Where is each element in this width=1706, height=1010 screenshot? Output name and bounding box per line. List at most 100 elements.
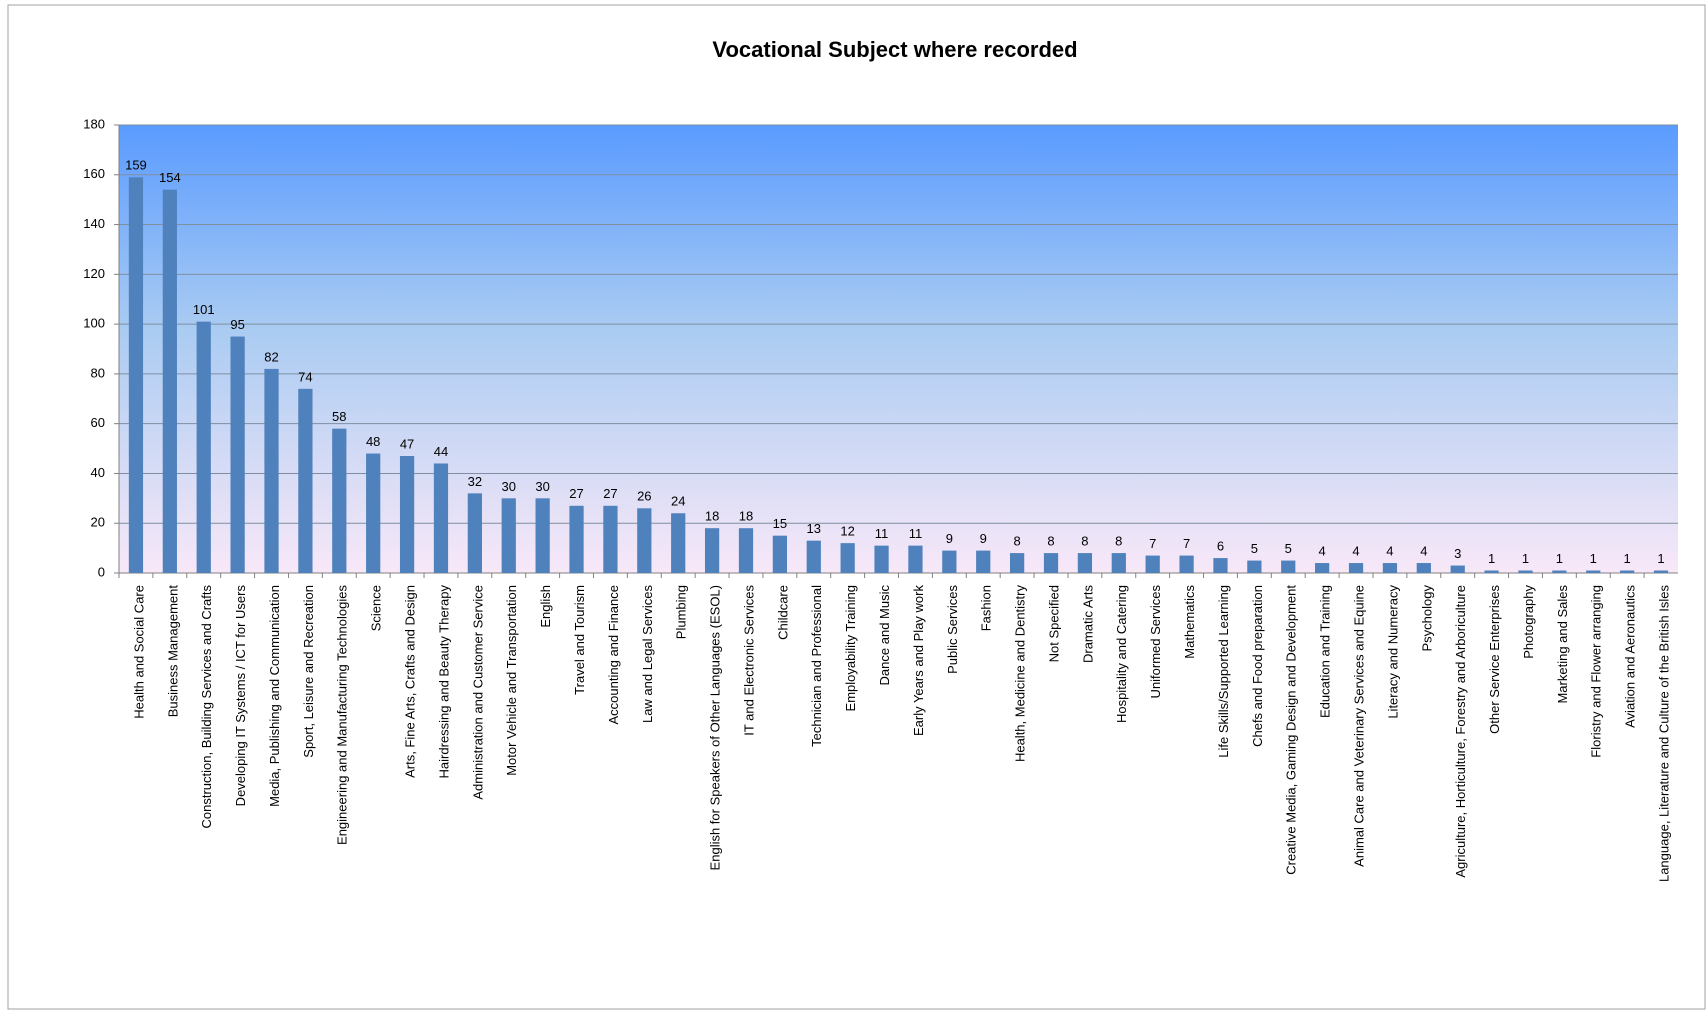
plot-area: [119, 125, 1678, 573]
bar: [942, 550, 957, 573]
x-tick-label: Psychology: [1419, 585, 1434, 652]
bar: [1450, 565, 1465, 573]
x-tick-label: Health, Medicine and Dentistry: [1013, 585, 1028, 763]
y-tick-label: 60: [91, 415, 105, 430]
x-tick-label: Technician and Professional: [809, 585, 824, 747]
data-label: 6: [1217, 539, 1224, 554]
data-label: 18: [705, 509, 719, 524]
data-label: 1: [1590, 551, 1597, 566]
bar: [1348, 563, 1364, 573]
bar: [704, 528, 720, 573]
x-tick-label: Agriculture, Horticulture, Forestry and …: [1453, 585, 1468, 878]
bar: [1552, 570, 1567, 573]
data-label: 1: [1657, 551, 1664, 566]
x-tick-label: Employability Training: [843, 585, 858, 711]
data-label: 7: [1149, 536, 1156, 551]
y-tick-label: 140: [83, 216, 105, 231]
x-tick-label: Not Specified: [1046, 585, 1061, 662]
data-label: 32: [468, 474, 482, 489]
data-label: 27: [603, 486, 617, 501]
data-label: 11: [875, 526, 889, 541]
bar: [1586, 570, 1601, 573]
data-label: 18: [739, 509, 753, 524]
bar: [332, 428, 347, 573]
data-label: 95: [230, 317, 244, 332]
data-label: 47: [400, 436, 414, 451]
data-label: 8: [1014, 534, 1021, 549]
x-tick-label: Dramatic Arts: [1080, 585, 1095, 664]
x-tick-label: Media, Publishing and Communication: [267, 585, 282, 807]
y-tick-label: 100: [83, 316, 105, 331]
x-tick-label: Public Services: [945, 585, 960, 674]
bar: [671, 513, 686, 573]
bar: [840, 543, 855, 573]
x-tick-label: Hairdressing and Beauty Therapy: [436, 585, 451, 779]
x-tick-label: Hospitality and Catering: [1114, 585, 1129, 723]
bar: [535, 498, 550, 573]
bar: [1315, 563, 1330, 573]
data-label: 8: [1081, 534, 1088, 549]
y-tick-label: 80: [91, 365, 105, 380]
bar: [1416, 563, 1431, 573]
data-label: 3: [1454, 546, 1461, 561]
bar: [1111, 553, 1126, 573]
bar: [1281, 560, 1296, 573]
bar: [603, 505, 618, 573]
data-label: 82: [264, 349, 278, 364]
x-tick-label: Science: [369, 585, 384, 631]
x-tick-label: Creative Media, Gaming Design and Develo…: [1284, 585, 1299, 875]
x-tick-label: Other Service Enterprises: [1487, 585, 1502, 734]
data-label: 8: [1115, 534, 1122, 549]
bar: [1620, 570, 1635, 573]
x-tick-label: Sport, Leisure and Recreation: [301, 585, 316, 758]
bar: [1213, 558, 1228, 573]
y-tick-label: 40: [91, 465, 105, 480]
x-tick-label: Arts, Fine Arts, Crafts and Design: [403, 585, 418, 778]
bar: [1043, 553, 1059, 573]
data-label: 154: [159, 170, 181, 185]
data-label: 30: [535, 479, 549, 494]
data-label: 12: [840, 524, 854, 539]
data-label: 11: [909, 526, 923, 541]
x-tick-label: Accounting and Finance: [606, 585, 621, 724]
data-label: 9: [946, 531, 953, 546]
data-label: 4: [1319, 543, 1326, 558]
x-tick-label: Literacy and Numeracy: [1385, 585, 1400, 719]
bar: [230, 336, 245, 573]
data-label: 1: [1522, 551, 1529, 566]
y-tick-label: 0: [98, 564, 105, 579]
x-tick-label: Business Management: [165, 585, 180, 718]
bar: [128, 177, 144, 573]
chart-title: Vocational Subject where recorded: [712, 37, 1077, 62]
bar: [399, 456, 415, 573]
bar: [1484, 570, 1499, 573]
x-tick-label: English for Speakers of Other Languages …: [708, 585, 723, 870]
bar: [298, 388, 313, 573]
x-tick-label: Animal Care and Veterinary Services and …: [1351, 585, 1366, 867]
data-label: 1: [1624, 551, 1631, 566]
x-tick-label: Administration and Customer Service: [470, 585, 485, 800]
bar: [366, 453, 381, 573]
data-label: 4: [1352, 543, 1359, 558]
x-tick-label: Photography: [1521, 585, 1536, 659]
x-tick-label: Marketing and Sales: [1555, 585, 1570, 704]
bar: [1010, 553, 1025, 573]
x-tick-label: Fashion: [979, 585, 994, 631]
data-label: 7: [1183, 536, 1190, 551]
x-tick-label: Floristry and Flower arranging: [1589, 585, 1604, 758]
y-tick-label: 120: [83, 266, 105, 281]
x-tick-label: Law and Legal Services: [640, 585, 655, 724]
x-tick-label: Aviation and Aeronautics: [1623, 585, 1638, 728]
x-tick-label: Mathematics: [1182, 585, 1197, 659]
bar: [162, 189, 177, 573]
x-tick-label: Plumbing: [674, 585, 689, 639]
y-tick-label: 180: [83, 116, 105, 131]
data-label: 48: [366, 434, 380, 449]
data-label: 24: [671, 494, 685, 509]
data-label: 4: [1386, 543, 1393, 558]
x-tick-label: Travel and Tourism: [572, 585, 587, 695]
y-tick-label: 160: [83, 166, 105, 181]
bar: [264, 368, 279, 573]
bar: [433, 463, 449, 573]
